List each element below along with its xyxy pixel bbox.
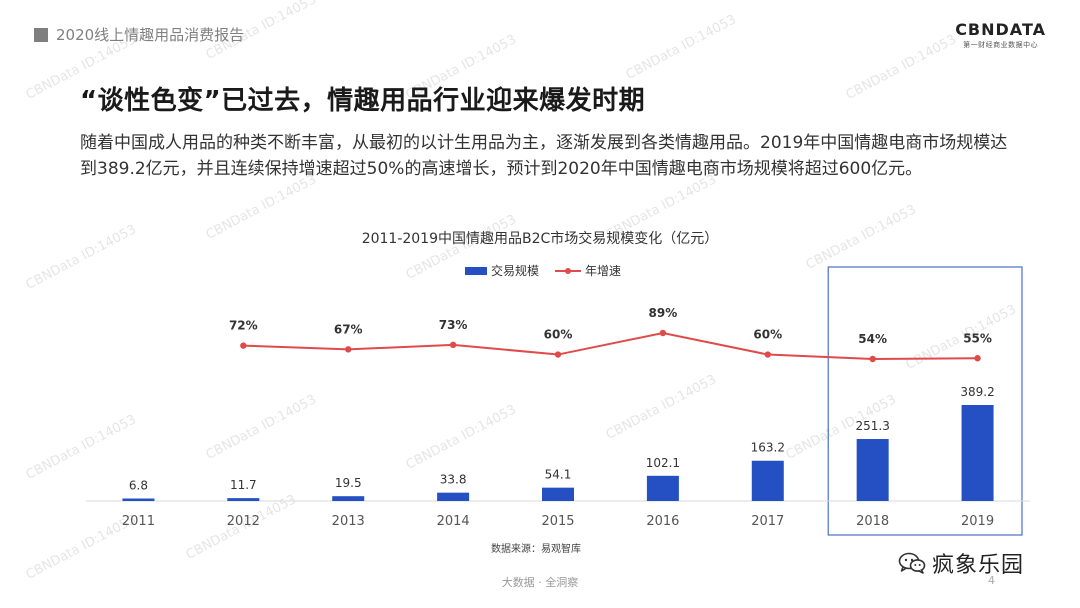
bar-2013 [332, 496, 365, 501]
x-tick-2012: 2012 [227, 514, 260, 529]
legend-line-label: 年增速 [585, 264, 622, 278]
wechat-account: 疯象乐园 [898, 547, 1024, 579]
bar-label-2017: 163.2 [751, 441, 785, 455]
x-tick-2013: 2013 [332, 514, 365, 529]
data-source: 数据来源：易观智库 [491, 544, 581, 555]
growth-label-2015: 60% [544, 328, 573, 342]
report-header: 2020线上情趣用品消费报告 [34, 24, 244, 45]
growth-point-2017 [764, 351, 771, 358]
bar-label-2019: 389.2 [960, 385, 994, 399]
x-tick-2015: 2015 [541, 514, 574, 529]
bar-label-2015: 54.1 [545, 468, 572, 482]
wechat-icon [898, 552, 926, 574]
legend-bar-label: 交易规模 [491, 264, 540, 278]
bar-label-2012: 11.7 [230, 478, 257, 492]
bar-label-2018: 251.3 [855, 419, 889, 433]
logo-sub-text: 第一财经商业数据中心 [963, 41, 1039, 49]
bar-2019 [961, 405, 994, 501]
logo-main-text: CBNDATA [955, 20, 1046, 39]
bar-2011 [122, 498, 155, 501]
growth-point-2018 [869, 355, 876, 363]
growth-point-2016 [659, 329, 667, 337]
bar-2014 [437, 492, 470, 501]
x-tick-2017: 2017 [751, 514, 784, 529]
growth-point-2012 [240, 342, 247, 349]
bar-2017 [751, 460, 784, 501]
bar-label-2013: 19.5 [335, 476, 362, 490]
chart-title: 2011-2019中国情趣用品B2C市场交易规模变化（亿元） [361, 231, 719, 247]
growth-label-2019: 55% [963, 331, 992, 345]
bar-2012 [227, 498, 260, 501]
growth-point-2013 [345, 346, 352, 353]
growth-point-2019 [974, 355, 981, 362]
slide-title: “谈性色变”已过去，情趣用品行业迎来爆发时期 [80, 86, 646, 116]
page-number: 4 [988, 574, 995, 587]
legend-item-line: 年增速 [555, 262, 621, 279]
legend-bar-swatch [465, 266, 487, 275]
growth-point-2015 [554, 351, 562, 358]
report-title: 2020线上情趣用品消费报告 [56, 26, 245, 44]
x-tick-2018: 2018 [856, 514, 889, 529]
legend-item-bar: 交易规模 [465, 262, 539, 279]
growth-label-2016: 89% [649, 306, 678, 320]
bar-label-2016: 102.1 [646, 456, 680, 470]
growth-label-2012: 72% [229, 319, 258, 333]
growth-point-2014 [449, 341, 457, 349]
growth-label-2014: 73% [439, 318, 468, 332]
legend-line-swatch [555, 267, 582, 275]
bar-label-2011: 6.8 [129, 479, 148, 493]
x-tick-2011: 2011 [122, 514, 155, 529]
bar-2015 [542, 487, 574, 501]
x-tick-2019: 2019 [961, 514, 994, 529]
bar-2018 [856, 439, 889, 501]
bar-label-2014: 33.8 [440, 473, 467, 487]
x-tick-2016: 2016 [646, 514, 679, 529]
highlight-box [827, 266, 1023, 536]
slide-paragraph: 随着中国成人用品的种类不断丰富，从最初的以计生用品为主，逐渐发展到各类情趣用品。… [80, 133, 1008, 179]
bar-2016 [646, 475, 679, 501]
footer-text: 大数据 · 全洞察 [501, 576, 579, 589]
growth-label-2017: 60% [753, 328, 782, 342]
growth-label-2018: 54% [858, 332, 887, 346]
growth-label-2013: 67% [334, 322, 363, 336]
chart-legend: 交易规模 年增速 [465, 262, 637, 279]
x-tick-2014: 2014 [437, 514, 470, 529]
growth-line [243, 331, 978, 361]
wechat-name: 疯象乐园 [932, 553, 1025, 578]
cbndata-logo: CBNDATA 第一财经商业数据中心 [955, 20, 1046, 50]
header-square-icon [34, 27, 48, 42]
